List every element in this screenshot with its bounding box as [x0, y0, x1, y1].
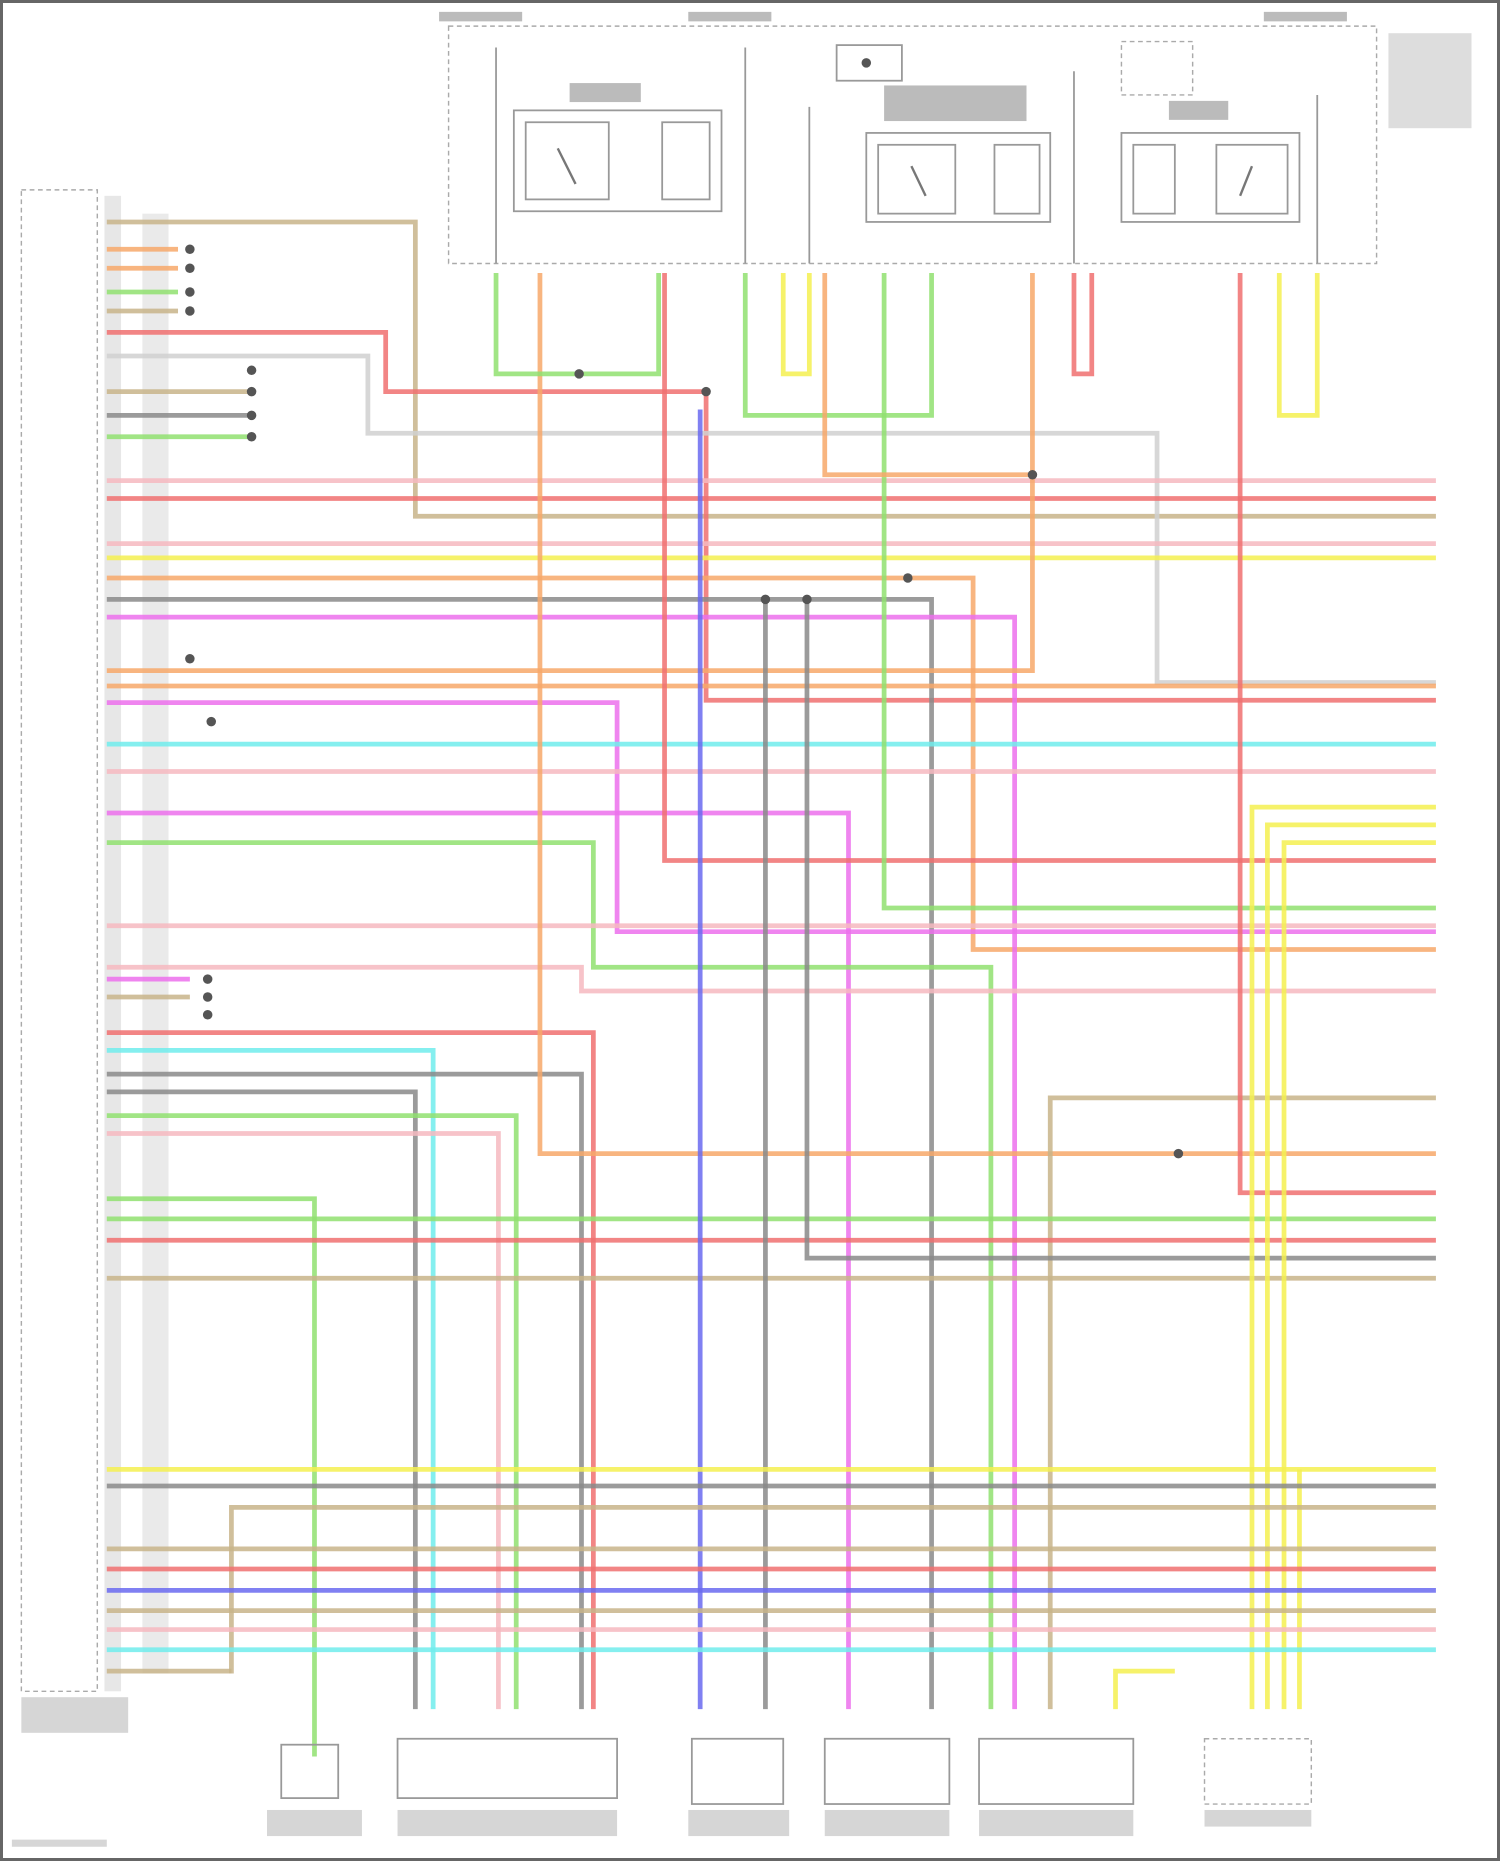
wire-cyan [106, 1047, 436, 1710]
component-5 [978, 1737, 1135, 1805]
wire-tan [1047, 1095, 1436, 1710]
wire-gray [106, 1089, 418, 1710]
wire-green [742, 272, 934, 418]
wire-orange [537, 272, 1436, 1157]
wire-yellow [1113, 1668, 1175, 1710]
wire-tan [229, 1504, 1436, 1674]
wire-green [881, 272, 1436, 911]
component-3 [690, 1737, 785, 1805]
component-6 [1203, 1738, 1313, 1805]
wire-magenta [106, 614, 1018, 1710]
header-label-1 [439, 11, 523, 22]
component-2 [396, 1737, 618, 1799]
ecm-connector [11, 189, 169, 1847]
wires [106, 219, 1436, 1757]
wire-pink [106, 1131, 501, 1710]
relay-2 [865, 85, 1052, 223]
fuse [835, 44, 903, 82]
wire-pink [106, 964, 1436, 994]
side-note [1388, 33, 1472, 129]
splice-nodes [185, 244, 1184, 1159]
wire-orange [822, 272, 1033, 478]
header-label-3 [1263, 11, 1347, 22]
wire-green [106, 840, 994, 1710]
wire-yellow [1265, 822, 1436, 1710]
wire-magenta [106, 700, 1436, 935]
wire-gray [106, 1071, 584, 1710]
wire-green [106, 1113, 519, 1710]
relay-block [439, 11, 1472, 265]
wire-orange [106, 575, 1436, 952]
wire-yellow [1281, 840, 1436, 1710]
wire-magenta [106, 810, 851, 1710]
component-1 [280, 1743, 340, 1799]
wire-yellow [1276, 272, 1320, 418]
components [267, 1737, 1313, 1837]
wire-lightgray [106, 353, 1436, 685]
module [1120, 40, 1194, 96]
fuse-relay-box-outline [447, 25, 1378, 265]
wire-red [1071, 272, 1095, 377]
relay-3 [1120, 100, 1301, 223]
component-4 [823, 1737, 951, 1805]
wire-yellow [780, 272, 812, 377]
wire-red [1237, 272, 1436, 1196]
wire-green [493, 272, 661, 377]
wire-gray [106, 596, 934, 1710]
relay-1 [512, 83, 723, 213]
wire-yellow [1249, 804, 1436, 1710]
wire-gray [804, 599, 1436, 1261]
wire-orange [106, 272, 1035, 673]
header-label-2 [688, 11, 772, 22]
wire-tan [106, 219, 1436, 519]
wire-red [662, 272, 1436, 863]
wire-red [106, 329, 1436, 703]
